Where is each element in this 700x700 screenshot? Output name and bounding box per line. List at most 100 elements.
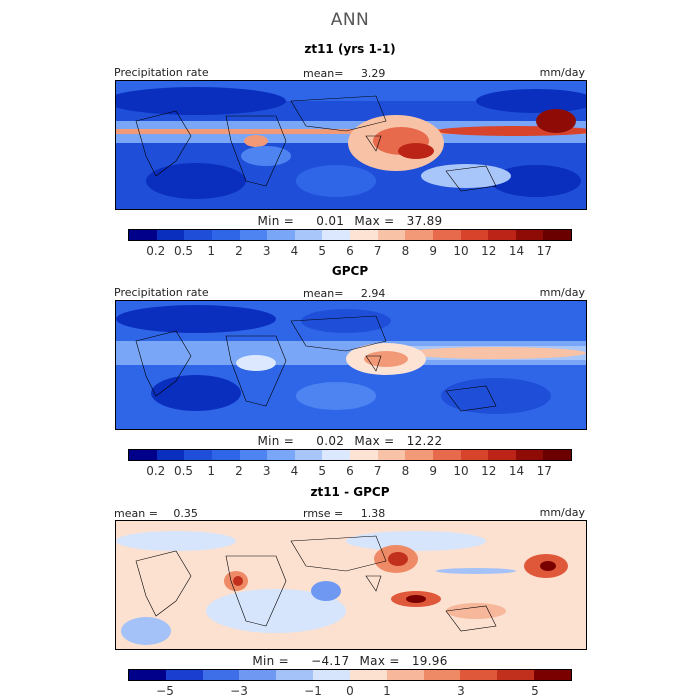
panel-3-colorbar-ticks: −5 −3 −1 0 1 3 5	[128, 684, 572, 698]
colorbar-tick-label: 8	[401, 464, 410, 478]
colorbar-tick-label: 9	[429, 244, 438, 258]
panel-3-mean-label: mean = 0.35	[114, 507, 198, 520]
colorbar-swatch	[267, 450, 295, 460]
panel-1-mean-text: mean=	[303, 67, 344, 80]
colorbar-swatch	[405, 450, 433, 460]
colorbar-tick-label: 17	[536, 464, 552, 478]
panel-1-variable-label: Precipitation rate	[114, 66, 209, 79]
colorbar-tick-label: 0.2	[146, 464, 166, 478]
panel-1-min-label: Min =	[257, 214, 295, 228]
colorbar-swatch	[432, 230, 461, 240]
panel-3-minmax: Min = −4.17 Max = 19.96	[0, 654, 700, 668]
panel-3-min-label: Min =	[252, 654, 289, 668]
colorbar-swatch	[129, 450, 157, 460]
panel-3-rmse-label: rmse = 1.38	[303, 507, 385, 520]
panel-1-colorbar-ticks: 0.2 0.5 1 2 3 4 5 6 7 8 9 10 12 14 17	[128, 244, 572, 258]
colorbar-swatch	[350, 230, 378, 240]
panel-3-field	[116, 521, 586, 649]
colorbar-swatch	[276, 670, 314, 680]
colorbar-swatch	[350, 450, 378, 460]
panel-3-map	[115, 520, 587, 650]
colorbar-tick-label: 1	[383, 684, 391, 698]
panel-1-subtitle: zt11 (yrs 1-1)	[304, 42, 396, 56]
panel-2-mean-label: mean= 2.94	[303, 287, 385, 300]
colorbar-swatch	[294, 230, 323, 240]
colorbar-tick-label: 12	[481, 464, 497, 478]
colorbar-swatch	[543, 450, 571, 460]
figure-title: ANN	[330, 10, 370, 30]
colorbar-swatch	[515, 450, 544, 460]
panel-2-field	[116, 301, 586, 429]
colorbar-swatch	[488, 230, 516, 240]
panel-3-max-label: Max =	[359, 654, 400, 668]
colorbar-tick-label: 14	[508, 464, 525, 478]
colorbar-tick-label: 7	[373, 464, 382, 478]
colorbar-swatch	[156, 450, 185, 460]
colorbar-tick-label: −3	[230, 684, 248, 698]
colorbar-tick-label: −1	[304, 684, 322, 698]
colorbar-tick-label: 4	[290, 464, 299, 478]
colorbar-swatch	[377, 230, 406, 240]
colorbar-swatch	[534, 670, 571, 680]
colorbar-tick-label: 2	[235, 244, 243, 258]
panel-3-max-value: 19.96	[411, 654, 448, 668]
panel-3-rmse-value: 1.38	[360, 507, 386, 520]
panel-1-units: mm/day	[539, 66, 585, 79]
colorbar-swatch	[543, 230, 571, 240]
colorbar-swatch	[460, 670, 498, 680]
panel-2-max-label: Max =	[354, 434, 395, 448]
colorbar-swatch	[322, 450, 350, 460]
colorbar-swatch	[239, 230, 268, 240]
colorbar-swatch	[211, 450, 240, 460]
panel-1-map	[115, 80, 587, 210]
panel-2-mean-text: mean=	[303, 287, 344, 300]
panel-2-colorbar-ticks: 0.2 0.5 1 2 3 4 5 6 7 8 9 10 12 14 17	[128, 464, 572, 478]
panel-2-minmax: Min = 0.02 Max = 12.22	[0, 434, 700, 448]
colorbar-swatch	[239, 450, 268, 460]
colorbar-swatch	[267, 230, 295, 240]
colorbar-tick-label: 12	[481, 244, 497, 258]
panel-1-min-value: 0.01	[316, 214, 345, 228]
colorbar-tick-label: 0.5	[173, 464, 194, 478]
colorbar-tick-label: 0.5	[173, 244, 194, 258]
colorbar-swatch	[322, 230, 350, 240]
colorbar-tick-label: 17	[536, 244, 552, 258]
colorbar-tick-label: 3	[457, 684, 465, 698]
panel-3-colorbar	[128, 669, 572, 681]
colorbar-swatch	[165, 670, 203, 680]
colorbar-tick-label: 5	[318, 464, 327, 478]
colorbar-swatch	[432, 450, 461, 460]
colorbar-swatch	[460, 450, 489, 460]
colorbar-tick-label: 4	[290, 244, 299, 258]
panel-3-rmse-text: rmse =	[303, 507, 344, 520]
colorbar-tick-label: −5	[156, 684, 174, 698]
panel-1-colorbar	[128, 229, 572, 241]
colorbar-tick-label: 1	[207, 244, 216, 258]
panel-2-variable-label: Precipitation rate	[114, 286, 209, 299]
colorbar-tick-label: 6	[346, 464, 354, 478]
colorbar-tick-label: 3	[262, 244, 271, 258]
colorbar-swatch	[497, 670, 535, 680]
colorbar-swatch	[129, 670, 166, 680]
colorbar-tick-label: 14	[508, 244, 525, 258]
panel-1-field	[116, 81, 586, 209]
colorbar-swatch	[515, 230, 544, 240]
colorbar-tick-label: 6	[346, 244, 354, 258]
panel-2-subtitle: GPCP	[331, 264, 369, 278]
colorbar-swatch	[405, 230, 433, 240]
panel-3-mean-text: mean =	[114, 507, 158, 520]
colorbar-swatch	[202, 670, 240, 680]
panel-1-mean-label: mean= 3.29	[303, 67, 385, 80]
colorbar-swatch	[129, 230, 157, 240]
colorbar-tick-label: 3	[262, 464, 271, 478]
colorbar-tick-label: 1	[207, 464, 216, 478]
panel-2-colorbar	[128, 449, 572, 461]
colorbar-tick-label: 10	[453, 464, 469, 478]
colorbar-swatch	[184, 230, 212, 240]
panel-1-max-value: 37.89	[406, 214, 443, 228]
colorbar-tick-label: 0.2	[146, 244, 166, 258]
colorbar-swatch	[349, 670, 387, 680]
panel-2-map	[115, 300, 587, 430]
panel-3-mean-value: 0.35	[173, 507, 198, 520]
colorbar-swatch	[156, 230, 185, 240]
